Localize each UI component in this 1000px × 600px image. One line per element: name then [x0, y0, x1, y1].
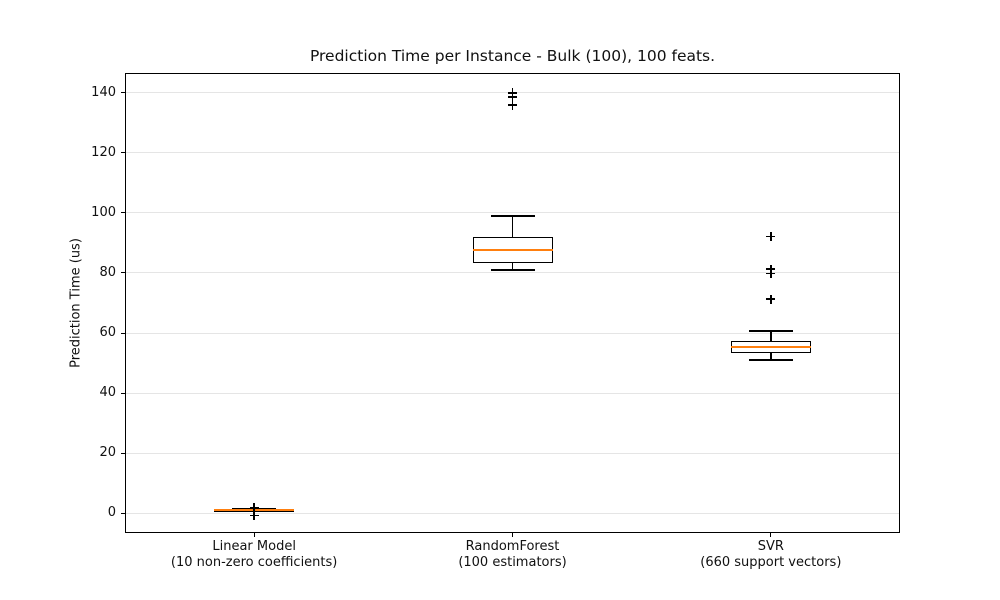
y-tick-mark: [121, 332, 125, 334]
y-tick-label: 80: [99, 264, 116, 280]
y-tick-label: 140: [91, 84, 116, 100]
y-tick-mark: [121, 392, 125, 394]
lower-whisker-line: [511, 263, 514, 270]
x-tick-mark: [512, 533, 513, 537]
median-line: [730, 346, 811, 349]
x-tick-label: SVR (660 support vectors): [700, 539, 842, 570]
gridline: [126, 332, 899, 334]
lower-whisker-cap: [748, 359, 793, 361]
y-axis-title: Prediction Time (us): [68, 238, 84, 368]
x-tick-mark: [253, 533, 255, 537]
y-tick-label: 0: [107, 505, 116, 521]
x-tick-mark: [770, 533, 772, 537]
upper-whisker-cap: [490, 215, 535, 217]
y-tick-label: 20: [99, 445, 116, 461]
y-tick-mark: [121, 152, 125, 154]
y-tick-label: 60: [99, 325, 116, 341]
flier-marker: [766, 294, 776, 304]
flier-marker: [249, 502, 259, 512]
chart-title: Prediction Time per Instance - Bulk (100…: [309, 47, 716, 65]
lower-whisker-cap: [490, 269, 535, 271]
y-tick-mark: [121, 452, 125, 454]
upper-whisker-line: [511, 215, 514, 237]
gridline: [126, 392, 899, 394]
flier-marker: [249, 511, 259, 521]
upper-whisker-line: [770, 330, 772, 342]
flier-marker: [766, 269, 776, 279]
plot-area: [125, 73, 900, 533]
y-tick-label: 100: [91, 204, 116, 220]
x-tick-label: Linear Model (10 non-zero coefficients): [170, 539, 338, 570]
y-tick-mark: [121, 92, 125, 94]
gridline: [126, 512, 899, 514]
y-tick-label: 40: [99, 385, 116, 401]
lower-whisker-line: [770, 353, 772, 361]
y-tick-mark: [121, 512, 125, 514]
y-tick-label: 120: [91, 144, 116, 160]
y-tick-mark: [121, 212, 125, 214]
x-tick-label: RandomForest (100 estimators): [458, 539, 567, 570]
y-tick-mark: [121, 272, 125, 274]
upper-whisker-cap: [748, 330, 793, 332]
gridline: [126, 272, 899, 274]
gridline: [126, 212, 899, 214]
median-line: [472, 249, 553, 252]
flier-marker: [508, 100, 517, 110]
gridline: [126, 152, 899, 154]
flier-marker: [508, 88, 517, 98]
gridline: [126, 452, 899, 454]
flier-marker: [766, 264, 776, 274]
flier-marker: [766, 231, 776, 241]
